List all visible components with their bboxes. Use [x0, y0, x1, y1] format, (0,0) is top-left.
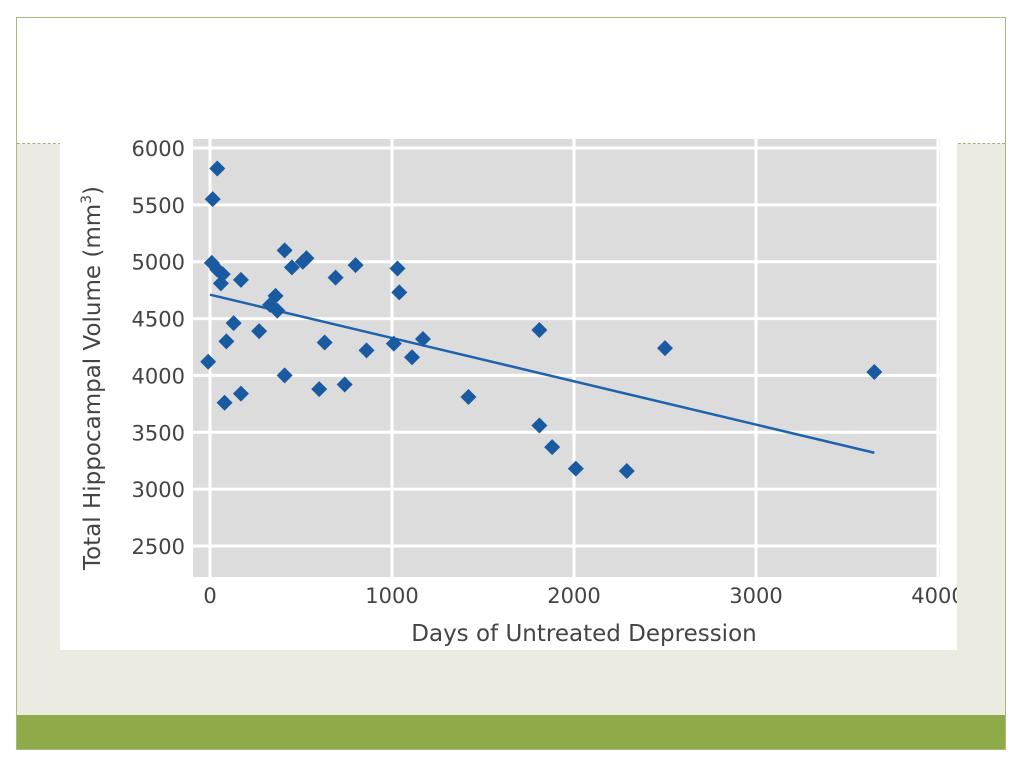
scatter-chart: 0 1000 2000 3000 4000 2500 3000 3500 4000 4500 500…: [79, 137, 965, 647]
data-point: [200, 353, 217, 370]
data-point: [657, 340, 673, 357]
y-tick-label: 2500: [132, 535, 185, 559]
x-tick-label: 0: [203, 584, 216, 608]
y-tick-label: 3500: [132, 421, 185, 445]
x-axis-label: Days of Untreated Depression: [411, 621, 756, 647]
slide-frame: 0 1000 2000 3000 4000 2500 3000 3500 4000 4500 500…: [16, 17, 1006, 750]
data-point: [283, 259, 300, 276]
data-point: [347, 257, 364, 274]
x-tick-label: 1000: [365, 584, 418, 608]
data-point: [216, 394, 233, 411]
trendline-group: [209, 293, 875, 454]
plot-area: [193, 139, 940, 577]
data-point: [414, 331, 431, 348]
data-point: [209, 160, 226, 177]
data-point: [531, 417, 548, 434]
x-tick-label: 3000: [729, 584, 782, 608]
data-point: [531, 321, 548, 338]
data-point: [269, 302, 286, 319]
data-point: [544, 439, 561, 456]
data-point: [567, 460, 584, 477]
data-point: [358, 342, 375, 359]
data-point: [276, 367, 293, 384]
data-points: [200, 160, 883, 479]
y-tick-label: 4000: [132, 364, 185, 388]
data-point: [298, 250, 315, 267]
data-point: [336, 376, 353, 393]
data-point: [618, 462, 635, 479]
y-tick-label: 5000: [132, 251, 185, 275]
chart-figure: 0 1000 2000 3000 4000 2500 3000 3500 4000 4500 500…: [60, 104, 965, 650]
tick-labels: 0 1000 2000 3000 4000 2500 3000 3500 4000 4500 500…: [132, 137, 965, 608]
data-point: [203, 254, 220, 271]
data-point: [267, 287, 284, 304]
x-tick-label: 2000: [547, 584, 600, 608]
y-tick-label: 3000: [132, 478, 185, 502]
data-point: [316, 334, 333, 351]
y-tick-label: 4500: [132, 308, 185, 332]
slide-divider-left: [17, 143, 61, 144]
data-point: [391, 284, 408, 301]
y-axis-label-main: Total Hippocampal Volume (mm: [80, 204, 106, 571]
data-point: [327, 269, 344, 286]
data-point: [218, 333, 235, 350]
trendline: [209, 293, 875, 454]
data-point: [276, 242, 293, 259]
data-point: [204, 191, 221, 208]
data-point: [212, 275, 229, 292]
data-point: [232, 385, 249, 402]
slide-footer-bar: [17, 715, 1005, 749]
data-point: [404, 349, 421, 366]
data-point: [225, 315, 242, 332]
y-tick-label: 5500: [132, 194, 185, 218]
data-point: [385, 335, 402, 352]
data-point: [866, 364, 883, 381]
data-point: [311, 381, 328, 398]
slide-divider-right: [953, 143, 1005, 144]
data-point: [460, 389, 477, 406]
x-tick-label: 4000: [911, 584, 957, 608]
y-axis-label: Total Hippocampal Volume (mm3): [79, 186, 106, 571]
y-axis-label-superscript: 3: [79, 195, 95, 204]
data-point: [232, 271, 249, 288]
y-tick-label: 6000: [132, 137, 185, 161]
data-point: [251, 323, 268, 340]
data-point: [389, 260, 406, 277]
y-axis-label-close: ): [80, 186, 106, 195]
